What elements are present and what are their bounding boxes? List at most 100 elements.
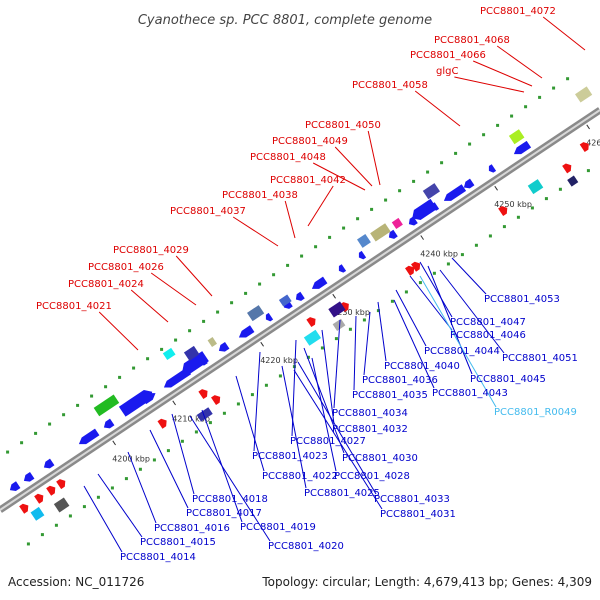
genome-backbone [0, 107, 600, 513]
reverse-gene-shape [388, 229, 398, 239]
guide-dot [474, 243, 478, 247]
reverse-gene [265, 312, 274, 322]
reverse-gene-box-shape [207, 337, 218, 348]
reverse-gene-box-shape [391, 217, 403, 230]
gene-label-reverse: PCC8801_4051 [502, 353, 578, 364]
guide-dot [348, 327, 352, 331]
forward-gene-shape [198, 389, 208, 400]
leader-line [414, 90, 461, 127]
leader-line [333, 319, 341, 409]
reverse-gene [218, 341, 230, 352]
guide-dot [124, 477, 128, 481]
leader-line [334, 146, 373, 187]
reverse-gene-shape [443, 184, 467, 201]
forward-gene-box [567, 175, 579, 187]
leader-line [395, 289, 427, 347]
gene-label-reverse: PCC8801_4018 [192, 494, 268, 505]
leader-line [409, 275, 453, 331]
guide-dot [278, 374, 282, 378]
reverse-gene-large-shape [182, 351, 209, 374]
reverse-gene-box [247, 305, 265, 322]
gene-label-forward: PCC8801_4058 [352, 80, 428, 91]
guide-dot [516, 215, 520, 219]
guide-dot [174, 338, 178, 342]
gene-label-reverse: PCC8801_4032 [332, 424, 408, 435]
reverse-gene-shape [488, 164, 497, 173]
leader-line [98, 311, 139, 351]
gene-label-reverse: PCC8801_4033 [374, 494, 450, 505]
reverse-gene-shape [238, 325, 255, 338]
gene-label-reverse: PCC8801_4027 [290, 436, 366, 447]
reverse-gene [338, 264, 347, 273]
reverse-gene-box-shape [575, 86, 593, 103]
reverse-gene-box-shape [357, 233, 371, 248]
reverse-gene-shape [43, 458, 55, 469]
gene-label-forward: PCC8801_4026 [88, 262, 164, 273]
gene-labels: PCC8801_4072 PCC8801_4068 PCC8801_4066 glgC… [36, 6, 578, 563]
guide-dot [202, 319, 206, 323]
leader-line [363, 311, 371, 376]
reverse-gene-box [357, 233, 371, 248]
leader-line [127, 451, 157, 524]
forward-gene [19, 503, 29, 514]
gene-label-forward: PCC8801_4068 [434, 35, 510, 46]
gene-label-reverse: PCC8801_4031 [380, 509, 456, 520]
gene-label-reverse: PCC8801_4020 [268, 541, 344, 552]
guide-dot [34, 431, 38, 435]
gene-label-reverse: PCC8801_4040 [384, 361, 460, 372]
leader-line [293, 369, 383, 510]
reverse-gene-box [162, 347, 176, 361]
tick-label: 4210 kbp [172, 415, 210, 424]
guide-dot [90, 394, 94, 398]
guide-dot [566, 77, 570, 81]
gene-label-reverse: PCC8801_4053 [484, 294, 560, 305]
guide-dot [250, 393, 254, 397]
guide-dot [118, 375, 122, 379]
forward-gene [56, 479, 66, 490]
topology-summary: Topology: circular; Length: 4,679,413 bp… [261, 575, 592, 589]
reverse-gene-box [370, 223, 391, 242]
reverse-gene-box-shape [278, 294, 292, 307]
reverse-gene-box-shape [508, 129, 525, 145]
guide-dot [468, 142, 472, 146]
forward-gene [306, 317, 316, 328]
reverse-gene-box [575, 86, 593, 103]
guide-dot [412, 179, 416, 183]
guide-dot [404, 290, 408, 294]
leader-line [496, 45, 543, 79]
guide-dot [54, 523, 58, 527]
guide-dot [460, 253, 464, 257]
tick-line [260, 341, 264, 347]
reverse-gene [9, 481, 21, 492]
tick-label: 4250 kbp [494, 200, 532, 209]
leader-line [419, 275, 497, 408]
reverse-gene [513, 140, 532, 155]
guide-dot [62, 413, 66, 417]
guide-dot [222, 411, 226, 415]
forward-gene-shape [498, 206, 508, 217]
reverse-gene-shape [163, 367, 192, 388]
guide-dot [138, 467, 142, 471]
gene-label-forward: PCC8801_4066 [410, 50, 486, 61]
forward-gene [198, 389, 208, 400]
guide-dot [432, 271, 436, 275]
guide-dot [258, 282, 262, 286]
reverse-gene-shape [218, 341, 230, 352]
guide-dot [132, 366, 136, 370]
guide-dot [68, 514, 72, 518]
leader-line [307, 185, 334, 227]
forward-gene-box-shape [53, 497, 70, 513]
reverse-gene [358, 250, 367, 260]
gene-label-reverse: PCC8801_4044 [424, 346, 500, 357]
gene-features [6, 77, 593, 546]
reverse-gene-box-shape [422, 183, 440, 200]
map-title: Cyanothece sp. PCC 8801, complete genome [138, 13, 432, 28]
guide-dot [418, 281, 422, 285]
reverse-gene-box-shape [370, 223, 391, 242]
gene-label-forward: PCC8801_4042 [270, 175, 346, 186]
guide-dot [334, 337, 338, 341]
tick-line [172, 400, 176, 406]
guide-dot [82, 505, 86, 509]
gene-label-reverse: PCC8801_4017 [186, 508, 262, 519]
